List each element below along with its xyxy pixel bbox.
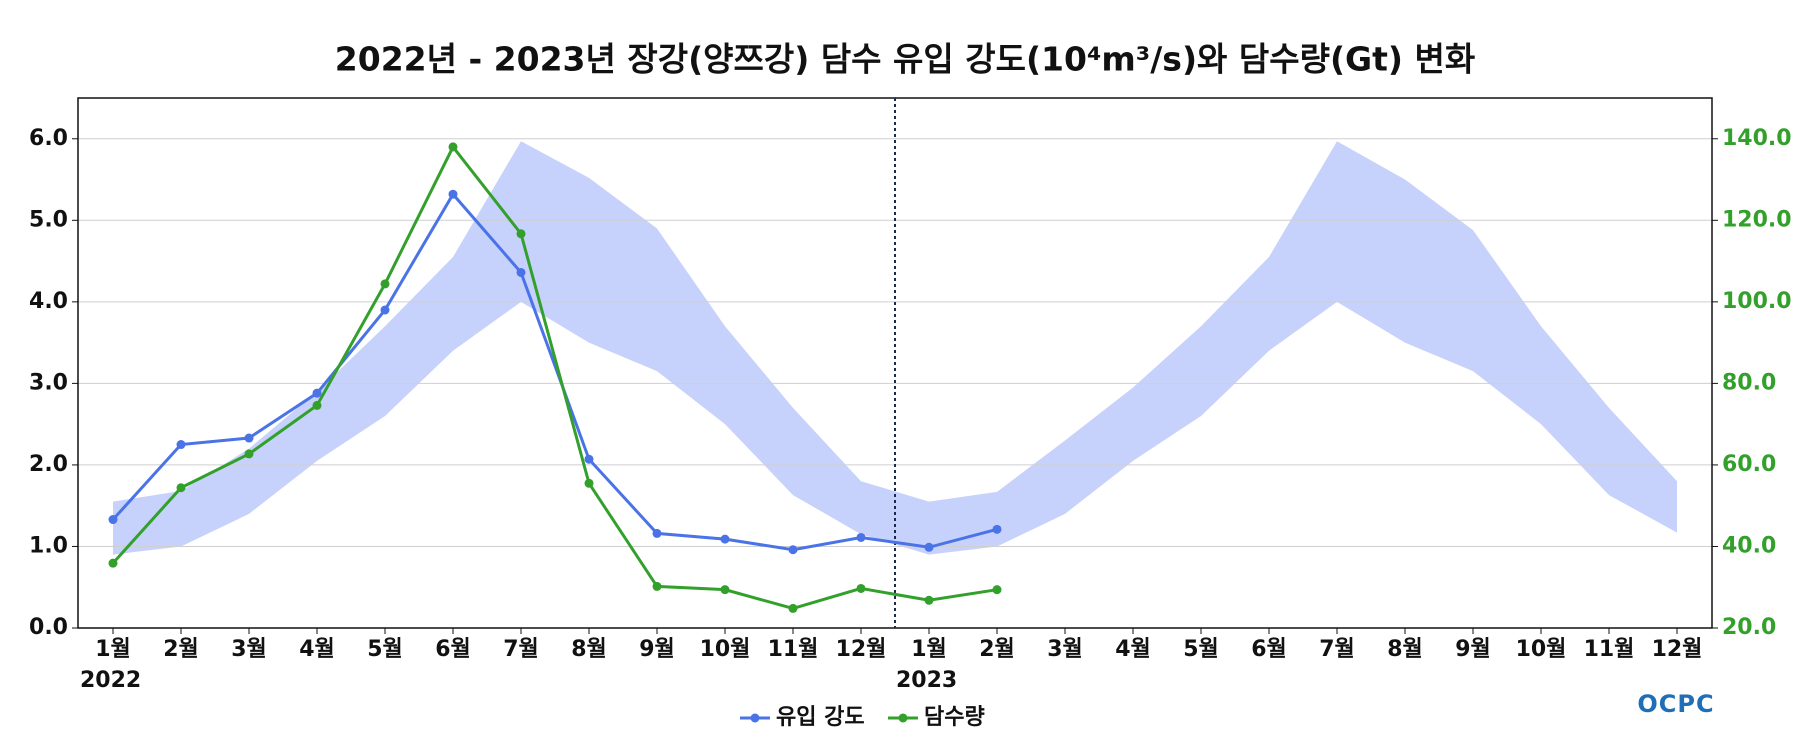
range-band xyxy=(113,141,1677,555)
y2-tick-label: 140.0 xyxy=(1722,126,1792,151)
series-point xyxy=(788,603,798,613)
series-point xyxy=(380,305,390,315)
series-point xyxy=(448,142,458,152)
x-tick-label: 12월 xyxy=(836,637,887,662)
series-point xyxy=(720,585,730,595)
series-point xyxy=(516,229,526,239)
series-line xyxy=(111,191,998,552)
x-tick-label: 11월 xyxy=(1584,637,1635,662)
series-point xyxy=(652,581,662,591)
x-tick-label: 6월 xyxy=(1251,637,1287,662)
series-point xyxy=(924,595,934,605)
legend-marker xyxy=(898,713,908,723)
series-point xyxy=(312,400,322,410)
legend-label: 담수량 xyxy=(924,705,985,730)
x-tick-label: 3월 xyxy=(1047,637,1083,662)
chart-title: 2022년 - 2023년 장강(양쯔강) 담수 유입 강도(10⁴m³/s)와… xyxy=(335,40,1475,79)
y2-tick-label: 20.0 xyxy=(1722,615,1776,640)
series-point xyxy=(992,585,1002,595)
series-line xyxy=(111,144,998,610)
series-point xyxy=(584,454,594,464)
y-tick-label: 3.0 xyxy=(29,370,68,395)
series-point xyxy=(108,515,118,525)
x-tick-label: 2월 xyxy=(979,637,1015,662)
year-label: 2022 xyxy=(80,668,141,693)
y2-tick-label: 40.0 xyxy=(1722,533,1776,558)
y-tick-label: 1.0 xyxy=(29,533,68,558)
x-tick-label: 2월 xyxy=(163,637,199,662)
x-tick-label: 10월 xyxy=(700,637,751,662)
legend-label: 유입 강도 xyxy=(776,705,865,730)
series-point xyxy=(788,545,798,555)
series-point xyxy=(176,483,186,493)
y2-tick-label: 100.0 xyxy=(1722,289,1792,314)
series-point xyxy=(856,583,866,593)
x-tick-label: 8월 xyxy=(1387,637,1423,662)
series-point xyxy=(244,449,254,459)
series-point xyxy=(584,478,594,488)
series-point xyxy=(720,534,730,544)
x-tick-label: 11월 xyxy=(768,637,819,662)
series-point xyxy=(516,267,526,277)
y2-tick-label: 60.0 xyxy=(1722,452,1776,477)
x-tick-label: 1월 xyxy=(911,637,947,662)
y-tick-label: 0.0 xyxy=(29,615,68,640)
x-tick-label: 9월 xyxy=(1455,637,1491,662)
series-point xyxy=(312,388,322,398)
legend-marker xyxy=(750,713,760,723)
y-tick-label: 5.0 xyxy=(29,207,68,232)
logo: OCPC xyxy=(1637,690,1714,718)
series-point xyxy=(652,528,662,538)
x-tick-label: 6월 xyxy=(435,637,471,662)
x-tick-label: 10월 xyxy=(1516,637,1567,662)
series-point xyxy=(924,542,934,552)
year-label: 2023 xyxy=(896,668,957,693)
x-tick-label: 5월 xyxy=(1183,637,1219,662)
y-tick-label: 6.0 xyxy=(29,126,68,151)
x-tick-label: 5월 xyxy=(367,637,403,662)
x-tick-label: 4월 xyxy=(1115,637,1151,662)
x-tick-label: 8월 xyxy=(571,637,607,662)
x-tick-label: 12월 xyxy=(1652,637,1703,662)
x-tick-label: 4월 xyxy=(299,637,335,662)
series-point xyxy=(448,189,458,199)
x-tick-label: 9월 xyxy=(639,637,675,662)
x-tick-label: 1월 xyxy=(95,637,131,662)
series-point xyxy=(176,440,186,450)
series-point xyxy=(856,532,866,542)
series-point xyxy=(380,279,390,289)
series-point xyxy=(244,433,254,443)
x-tick-label: 7월 xyxy=(503,637,539,662)
y2-tick-label: 120.0 xyxy=(1722,207,1792,232)
y2-tick-label: 80.0 xyxy=(1722,370,1776,395)
y-tick-label: 4.0 xyxy=(29,289,68,314)
series-point xyxy=(992,524,1002,534)
x-tick-label: 7월 xyxy=(1319,637,1355,662)
x-tick-label: 3월 xyxy=(231,637,267,662)
series-point xyxy=(108,558,118,568)
y-tick-label: 2.0 xyxy=(29,452,68,477)
